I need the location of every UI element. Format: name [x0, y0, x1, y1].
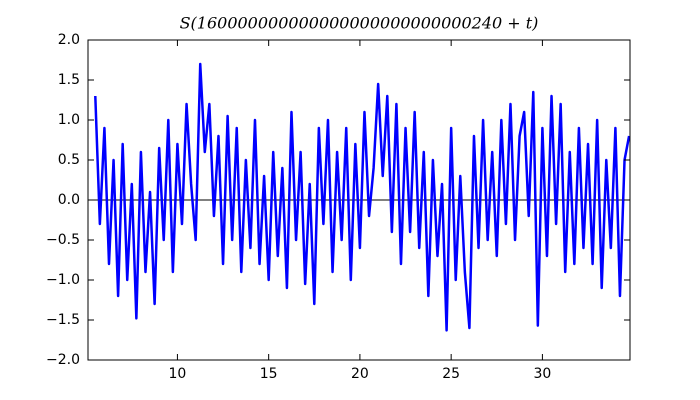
x-tick-label: 15 — [260, 366, 278, 382]
y-tick-label: 0.0 — [58, 192, 80, 208]
y-tick-label: 1.0 — [58, 112, 80, 128]
x-tick-label: 20 — [351, 366, 369, 382]
chart-title: S(160000000000000000000000000240 + t) — [180, 14, 539, 33]
x-tick-label: 10 — [169, 366, 187, 382]
y-tick-label: −1.5 — [46, 312, 80, 328]
y-tick-label: 1.5 — [58, 72, 80, 88]
x-tick-label: 25 — [442, 366, 460, 382]
y-tick-label: 0.5 — [58, 152, 80, 168]
y-tick-label: −1.0 — [46, 272, 80, 288]
y-tick-label: −0.5 — [46, 232, 80, 248]
y-tick-label: −2.0 — [46, 352, 80, 368]
y-tick-label: 2.0 — [58, 32, 80, 48]
x-tick-label: 30 — [533, 366, 551, 382]
data-line — [94, 62, 631, 332]
